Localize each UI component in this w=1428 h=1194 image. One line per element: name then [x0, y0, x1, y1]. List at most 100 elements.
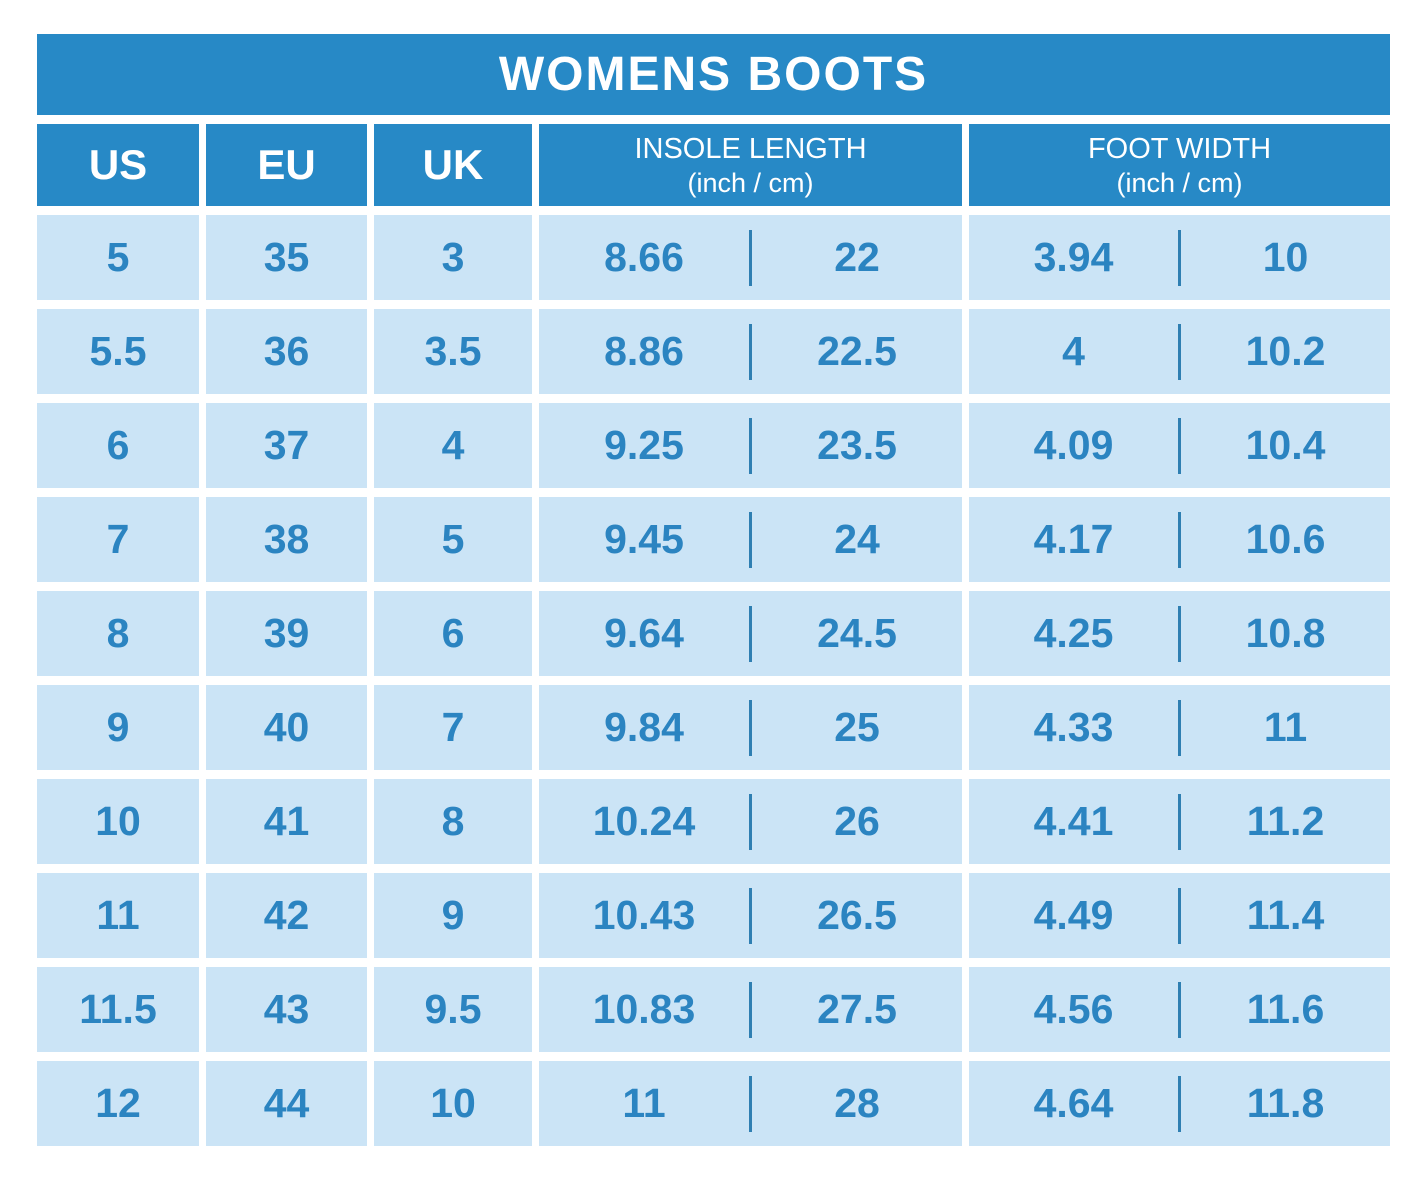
title-row: WOMENS BOOTS	[37, 34, 1390, 115]
cell-divider	[749, 417, 752, 474]
cell-divider	[749, 323, 752, 380]
width-inch-value: 4.17	[1033, 516, 1114, 562]
width-cm-value: 10	[1262, 234, 1309, 280]
insole-length-cell: 10.24 26	[539, 779, 962, 864]
column-header-us: US	[37, 124, 199, 206]
us-size-value: 5.5	[37, 309, 199, 394]
uk-size-value: 5	[374, 497, 532, 582]
table-title: WOMENS BOOTS	[37, 34, 1390, 115]
insole-length-units: (inch / cm)	[687, 168, 814, 198]
cell-divider	[1178, 605, 1181, 662]
foot-width-cell: 3.94 10	[969, 215, 1390, 300]
width-inch-value: 4.64	[1033, 1080, 1114, 1126]
cell-divider	[1178, 1075, 1181, 1132]
table-row: 5.5 36 3.5 8.86 22.5 4 10.2	[37, 309, 1390, 394]
width-cm-value: 11	[1263, 704, 1308, 750]
foot-width-cell: 4.41 11.2	[969, 779, 1390, 864]
header-row: US EU UK INSOLE LENGTH (inch / cm) FOOT …	[37, 124, 1390, 206]
foot-width-label: FOOT WIDTH	[1087, 133, 1272, 165]
us-size-value: 11	[37, 873, 199, 958]
insole-cm-value: 22	[834, 234, 880, 280]
insole-length-cell: 9.25 23.5	[539, 403, 962, 488]
us-size-value: 7	[37, 497, 199, 582]
cell-divider	[1178, 511, 1181, 568]
table-row: 9 40 7 9.84 25 4.33 11	[37, 685, 1390, 770]
insole-inch-value: 9.64	[604, 610, 684, 656]
foot-width-cell: 4.25 10.8	[969, 591, 1390, 676]
insole-length-cell: 11 28	[539, 1061, 962, 1146]
column-header-foot-width: FOOT WIDTH (inch / cm)	[969, 124, 1390, 206]
width-cm-value: 11.2	[1246, 798, 1325, 844]
width-cm-value: 11.8	[1246, 1080, 1325, 1126]
width-inch-value: 4.25	[1033, 610, 1114, 656]
table-row: 8 39 6 9.64 24.5 4.25 10.8	[37, 591, 1390, 676]
width-inch-value: 3.94	[1033, 234, 1114, 280]
width-cm-value: 11.4	[1246, 892, 1325, 938]
column-header-uk: UK	[374, 124, 532, 206]
width-inch-value: 4.49	[1033, 892, 1114, 938]
eu-size-value: 39	[206, 591, 367, 676]
cell-divider	[1178, 229, 1181, 286]
insole-length-cell: 9.84 25	[539, 685, 962, 770]
width-cm-value: 10.6	[1245, 516, 1326, 562]
uk-size-value: 8	[374, 779, 532, 864]
insole-cm-value: 24.5	[817, 610, 897, 656]
cell-divider	[749, 981, 752, 1038]
cell-divider	[749, 887, 752, 944]
cell-divider	[749, 511, 752, 568]
insole-cm-value: 24	[834, 516, 880, 562]
foot-width-units: (inch / cm)	[1116, 168, 1243, 198]
insole-inch-value: 10.43	[592, 892, 696, 938]
eu-size-value: 37	[206, 403, 367, 488]
insole-length-cell: 10.83 27.5	[539, 967, 962, 1052]
cell-divider	[749, 605, 752, 662]
cell-divider	[1178, 323, 1181, 380]
table-row: 6 37 4 9.25 23.5 4.09 10.4	[37, 403, 1390, 488]
insole-inch-value: 8.86	[604, 328, 684, 374]
cell-divider	[749, 229, 752, 286]
width-inch-value: 4.09	[1033, 422, 1114, 468]
us-size-value: 8	[37, 591, 199, 676]
cell-divider	[1178, 699, 1181, 756]
foot-width-cell: 4 10.2	[969, 309, 1390, 394]
width-inch-value: 4	[1062, 328, 1085, 374]
eu-size-value: 43	[206, 967, 367, 1052]
size-chart-table: WOMENS BOOTS US EU UK INSOLE LENGTH (inc…	[30, 25, 1397, 1155]
insole-cm-value: 27.5	[817, 986, 897, 1032]
uk-size-value: 9	[374, 873, 532, 958]
foot-width-cell: 4.33 11	[969, 685, 1390, 770]
table-row: 12 44 10 11 28 4.64 11.8	[37, 1061, 1390, 1146]
cell-divider	[749, 1075, 752, 1132]
table-row: 11 42 9 10.43 26.5 4.49 11.4	[37, 873, 1390, 958]
width-cm-value: 10.8	[1245, 610, 1326, 656]
insole-cm-value: 23.5	[817, 422, 897, 468]
insole-cm-value: 25	[834, 704, 880, 750]
table-row: 5 35 3 8.66 22 3.94 10	[37, 215, 1390, 300]
eu-size-value: 44	[206, 1061, 367, 1146]
width-inch-value: 4.56	[1033, 986, 1114, 1032]
column-header-insole-length: INSOLE LENGTH (inch / cm)	[539, 124, 962, 206]
uk-size-value: 4	[374, 403, 532, 488]
width-inch-value: 4.41	[1033, 798, 1114, 844]
table-row: 10 41 8 10.24 26 4.41 11.2	[37, 779, 1390, 864]
width-cm-value: 10.4	[1245, 422, 1326, 468]
eu-size-value: 40	[206, 685, 367, 770]
insole-length-cell: 8.66 22	[539, 215, 962, 300]
width-cm-value: 11.6	[1246, 986, 1325, 1032]
insole-inch-value: 10.24	[592, 798, 696, 844]
insole-inch-value: 8.66	[604, 234, 684, 280]
cell-divider	[1178, 887, 1181, 944]
foot-width-cell: 4.17 10.6	[969, 497, 1390, 582]
insole-length-label: INSOLE LENGTH	[634, 133, 867, 165]
us-size-value: 9	[37, 685, 199, 770]
insole-length-cell: 9.45 24	[539, 497, 962, 582]
uk-size-value: 10	[374, 1061, 532, 1146]
uk-size-value: 7	[374, 685, 532, 770]
insole-cm-value: 28	[834, 1080, 880, 1126]
insole-cm-value: 26.5	[817, 892, 897, 938]
cell-divider	[749, 793, 752, 850]
uk-size-value: 6	[374, 591, 532, 676]
uk-size-value: 3	[374, 215, 532, 300]
cell-divider	[1178, 981, 1181, 1038]
insole-inch-value: 9.84	[604, 704, 684, 750]
